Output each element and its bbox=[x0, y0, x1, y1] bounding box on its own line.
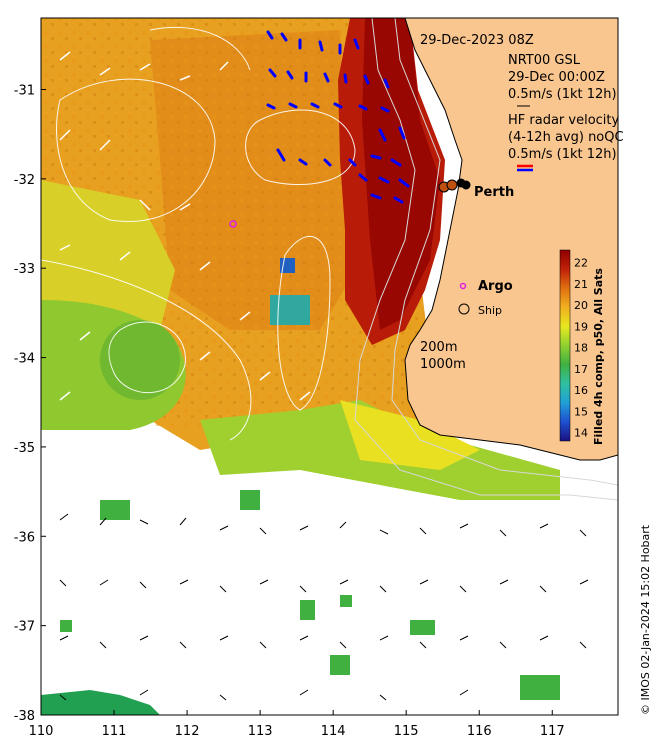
colorbar-tick-label: 14 bbox=[574, 427, 588, 440]
colorbar-tick-label: 19 bbox=[574, 320, 588, 333]
lat-tick-label: -38 bbox=[14, 709, 35, 724]
eddy-center bbox=[100, 320, 180, 400]
lat-tick-label: -34 bbox=[14, 352, 35, 367]
ship-legend-marker bbox=[458, 303, 470, 315]
isobath-1000m bbox=[354, 18, 618, 501]
lon-tick-label: 115 bbox=[394, 724, 419, 739]
depth-200-label: 200m bbox=[420, 340, 457, 355]
latitude-axis: -31 -32 -33 -34 -35 -36 -37 -38 bbox=[14, 83, 46, 724]
argo-label: Argo bbox=[478, 279, 513, 294]
colorbar-tick-label: 21 bbox=[574, 278, 588, 291]
ship-label: Ship bbox=[478, 304, 502, 317]
colorbar-tick-label: 17 bbox=[574, 363, 588, 376]
colorbar-tick-label: 18 bbox=[574, 342, 588, 355]
gsl-scale: 0.5m/s (1kt 12h) bbox=[508, 87, 617, 102]
colorbar-tick-label: 16 bbox=[574, 384, 588, 397]
gsl-velocity-arrows bbox=[59, 513, 589, 701]
perth-label: Perth bbox=[474, 185, 514, 200]
hf-scale: 0.5m/s (1kt 12h) bbox=[508, 147, 617, 162]
isobath-200m bbox=[391, 18, 618, 486]
date-label: 29-Dec-2023 08Z bbox=[420, 33, 534, 48]
argo-float-marker bbox=[229, 220, 237, 228]
lat-tick-label: -35 bbox=[14, 441, 35, 456]
southwest-green-patch bbox=[41, 690, 160, 715]
colorbar-tick-label: 20 bbox=[574, 299, 588, 312]
plot-frame bbox=[40, 17, 619, 716]
hf-title: HF radar velocity bbox=[508, 113, 620, 128]
gsl-time: 29-Dec 00:00Z bbox=[508, 70, 605, 85]
current-core bbox=[362, 18, 440, 330]
lon-tick-label: 113 bbox=[248, 724, 273, 739]
lat-tick-label: -36 bbox=[14, 530, 35, 545]
lat-tick-label: -32 bbox=[14, 173, 35, 188]
scattered-green-pixels bbox=[60, 490, 560, 700]
argo-legend-marker bbox=[459, 282, 467, 290]
lat-tick-label: -33 bbox=[14, 262, 35, 277]
colorbar bbox=[559, 249, 571, 442]
lon-tick-label: 112 bbox=[175, 724, 200, 739]
colorbar-ticks: 22 21 20 19 18 17 16 15 14 bbox=[574, 257, 588, 440]
cool-patch bbox=[270, 295, 310, 325]
lat-tick-label: -37 bbox=[14, 620, 35, 635]
gsl-velocity-arrows-white bbox=[59, 51, 311, 401]
colorbar-tick-label: 22 bbox=[574, 257, 588, 270]
colorbar-title: Filled 4h comp, p50, All Sats bbox=[592, 268, 605, 445]
depth-1000-label: 1000m bbox=[420, 357, 466, 372]
perth-ship-markers bbox=[438, 178, 471, 193]
lon-tick-label: 116 bbox=[467, 724, 492, 739]
lon-tick-label: 114 bbox=[321, 724, 346, 739]
gsl-title: NRT00 GSL bbox=[508, 53, 581, 68]
hf-avg: (4-12h avg) noQC bbox=[508, 130, 624, 145]
credit-label: © IMOS 02-Jan-2024 15:02 Hobart bbox=[639, 524, 652, 715]
lon-tick-label: 110 bbox=[29, 724, 54, 739]
hf-radar-arrows bbox=[266, 30, 410, 204]
lon-tick-label: 111 bbox=[102, 724, 127, 739]
gsl-contours bbox=[41, 26, 356, 441]
longitude-axis: 110 111 112 113 114 115 116 117 bbox=[29, 710, 565, 739]
lon-tick-label: 117 bbox=[540, 724, 565, 739]
southern-yellow bbox=[340, 400, 480, 470]
lat-tick-label: -31 bbox=[14, 83, 35, 98]
colorbar-tick-label: 15 bbox=[574, 405, 588, 418]
